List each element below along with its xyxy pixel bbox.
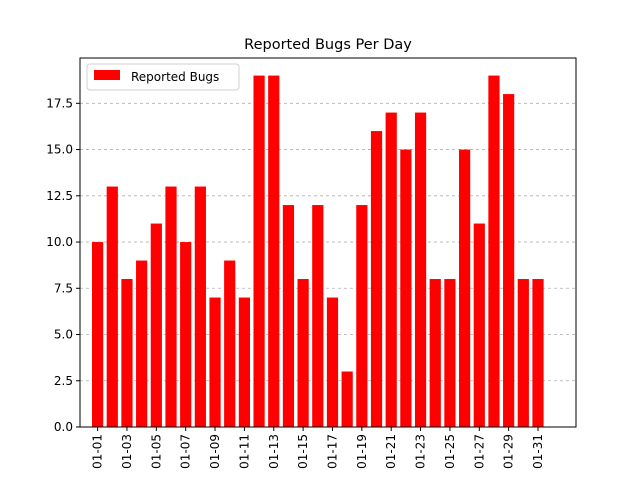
- bar: [209, 297, 221, 427]
- bar: [238, 297, 250, 427]
- bar: [444, 279, 456, 427]
- bar: [224, 260, 236, 427]
- bar: [473, 223, 485, 427]
- y-tick-label: 12.5: [46, 189, 73, 203]
- x-tick-label: 01-07: [179, 434, 193, 469]
- bar: [282, 205, 295, 427]
- plot-frame: [79, 57, 577, 428]
- y-tick-label: 2.5: [54, 374, 73, 388]
- legend-box: [86, 63, 240, 91]
- y-axis: 0.0 2.5 5.0 7.5 10.0 12.5 15.0 17.5: [46, 96, 80, 434]
- bar: [326, 297, 339, 427]
- bar: [400, 149, 412, 427]
- bar: [370, 131, 383, 427]
- bar: [180, 242, 192, 427]
- legend-swatch: [94, 70, 120, 80]
- x-tick-label: 01-03: [120, 434, 134, 469]
- bar: [503, 94, 515, 427]
- x-tick-label: 01-23: [414, 434, 428, 469]
- y-tick-label: 17.5: [46, 96, 73, 110]
- bar: [459, 149, 471, 427]
- bar: [92, 242, 104, 427]
- bar: [194, 186, 206, 427]
- y-tick-label: 0.0: [54, 420, 73, 434]
- bar: [341, 371, 353, 427]
- y-tick-label: 7.5: [54, 281, 73, 295]
- x-tick-label: 01-01: [91, 434, 105, 469]
- x-tick-label: 01-15: [296, 434, 310, 469]
- bar: [268, 75, 280, 428]
- bar: [312, 205, 324, 427]
- y-tick-label: 5.0: [54, 328, 73, 342]
- x-tick-label: 01-05: [149, 434, 163, 469]
- legend-label: Reported Bugs: [131, 70, 219, 84]
- x-tick-label: 01-13: [267, 434, 281, 469]
- bar: [517, 279, 529, 427]
- x-tick-label: 01-27: [472, 434, 486, 469]
- bar: [121, 279, 133, 427]
- x-tick-label: 01-19: [355, 434, 369, 469]
- bar: [106, 186, 118, 427]
- x-tick-label: 01-21: [384, 434, 398, 469]
- x-tick-label: 01-29: [502, 434, 516, 469]
- bar: [150, 223, 162, 427]
- bar: [356, 205, 368, 427]
- x-tick-label: 01-11: [237, 434, 251, 469]
- bar: [532, 279, 544, 427]
- bar: [488, 75, 500, 428]
- bar: [165, 186, 177, 427]
- y-tick-label: 10.0: [46, 235, 73, 249]
- bar-series: [92, 75, 544, 428]
- bar: [297, 279, 309, 427]
- bar: [253, 75, 265, 428]
- x-tick-label: 01-25: [443, 434, 457, 469]
- legend: Reported Bugs: [86, 63, 240, 91]
- bar: [385, 112, 397, 428]
- y-tick-label: 15.0: [46, 143, 73, 157]
- x-axis: 01-01 01-03 01-05 01-07 01-09 01-11 01-13 01-15…: [91, 427, 545, 469]
- bar: [414, 112, 427, 428]
- x-tick-label: 01-31: [531, 434, 545, 469]
- x-tick-label: 01-09: [208, 434, 222, 469]
- bar: [136, 260, 148, 427]
- chart-title: Reported Bugs Per Day: [244, 37, 412, 53]
- x-tick-label: 01-17: [325, 434, 339, 469]
- bar: [429, 279, 441, 427]
